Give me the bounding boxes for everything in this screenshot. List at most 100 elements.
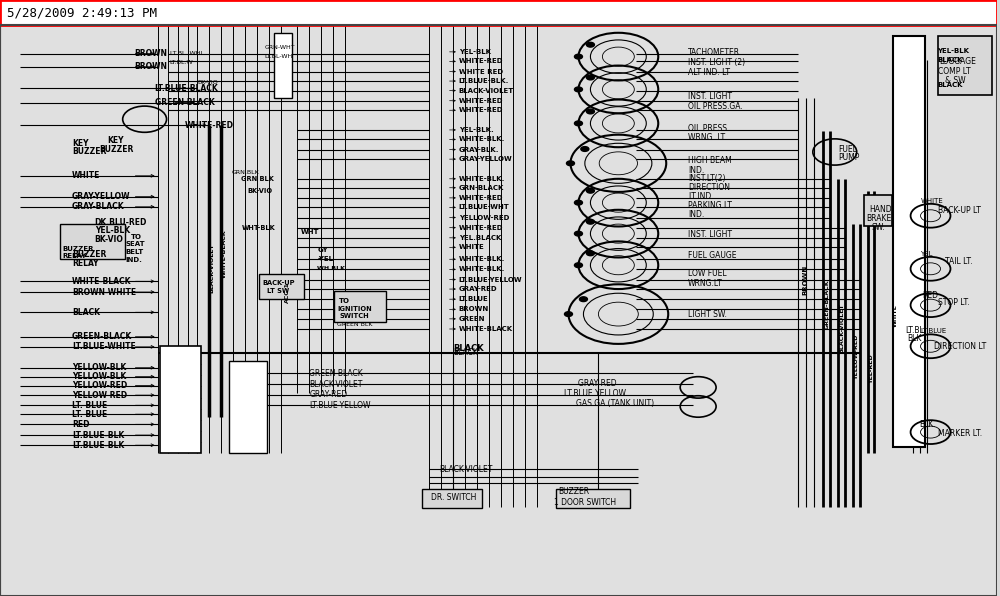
Text: WHITE-BLK.: WHITE-BLK. (459, 266, 505, 272)
Text: BLK: BLK (908, 334, 922, 343)
Circle shape (574, 121, 582, 126)
Text: SW.: SW. (872, 223, 885, 232)
Circle shape (565, 312, 572, 316)
Text: -YEL: -YEL (317, 256, 333, 262)
Text: BUZZER: BUZZER (559, 487, 590, 496)
Bar (0, 0, 997, 25)
Text: BLK.: BLK. (920, 420, 936, 430)
Text: INST.LT(2): INST.LT(2) (688, 174, 726, 184)
Text: GREEN-BLACK: GREEN-BLACK (72, 332, 132, 342)
Text: WH BLK: WH BLK (317, 266, 345, 271)
Text: 1 DOOR SWITCH: 1 DOOR SWITCH (554, 498, 616, 507)
Text: LT.BLUE-BLACK: LT.BLUE-BLACK (155, 83, 218, 93)
Text: RED: RED (72, 420, 89, 429)
Text: YELLOW RED: YELLOW RED (72, 390, 127, 400)
Text: LT.BLUE YELLOW: LT.BLUE YELLOW (564, 389, 626, 398)
Text: LT SW: LT SW (267, 288, 289, 294)
Circle shape (574, 200, 582, 205)
Bar (864, 195, 892, 226)
Text: WHITE-BLACK: WHITE-BLACK (222, 229, 227, 278)
Text: FUEL: FUEL (838, 144, 857, 154)
Text: FUEL GAUGE: FUEL GAUGE (688, 251, 737, 260)
Text: RELAY: RELAY (72, 259, 98, 268)
Text: TO: TO (339, 298, 350, 304)
Text: WHITE-BLK.: WHITE-BLK. (459, 136, 505, 142)
Text: WHITE-BLK.: WHITE-BLK. (459, 256, 505, 262)
Text: WHITE: WHITE (459, 244, 485, 250)
Text: GRAY-YELLOW: GRAY-YELLOW (459, 156, 513, 162)
Text: LT.BLUE-YELLOW: LT.BLUE-YELLOW (309, 401, 371, 410)
Text: GRAY-YELLOW: GRAY-YELLOW (72, 192, 130, 201)
Text: BLACK: BLACK (453, 344, 483, 353)
Text: STOP LT.: STOP LT. (938, 297, 969, 307)
Text: WHT-BLK: WHT-BLK (241, 225, 275, 231)
Text: DK.BLU-RED: DK.BLU-RED (95, 218, 147, 227)
Text: GRAY-RED: GRAY-RED (459, 286, 497, 292)
Text: YEL-BLK: YEL-BLK (938, 48, 970, 54)
Text: LOW FUEL: LOW FUEL (688, 269, 727, 278)
Text: WRNG. LT: WRNG. LT (688, 133, 725, 142)
Text: GRAY-RED: GRAY-RED (309, 390, 347, 399)
Circle shape (581, 147, 589, 151)
Text: WHT: WHT (301, 229, 320, 235)
Text: LT.BLUE-BLK.: LT.BLUE-BLK. (459, 78, 509, 84)
Text: & SW: & SW (945, 76, 966, 85)
Text: YELLOW-BLK: YELLOW-BLK (72, 372, 126, 381)
Text: BLACK-VIOLET: BLACK-VIOLET (459, 88, 514, 94)
Text: GRAY RED: GRAY RED (578, 378, 617, 388)
Text: WHITE-RED: WHITE-RED (185, 120, 234, 130)
Circle shape (586, 75, 594, 80)
Text: SWITCH: SWITCH (339, 313, 369, 319)
Text: GAS GA.(TANK UNIT): GAS GA.(TANK UNIT) (576, 399, 655, 408)
Text: TO: TO (131, 234, 142, 240)
Text: INST. LIGHT: INST. LIGHT (688, 92, 732, 101)
Text: BLACK-VIOLET: BLACK-VIOLET (839, 303, 844, 353)
Text: WHITE-RED: WHITE-RED (459, 58, 503, 64)
Text: BUZZER: BUZZER (72, 147, 106, 157)
Circle shape (574, 54, 582, 59)
Text: YEL-BLK: YEL-BLK (459, 49, 491, 55)
Bar (60, 224, 125, 259)
Text: BK-VIO: BK-VIO (247, 188, 272, 194)
Text: BELT: BELT (126, 249, 144, 255)
Text: YELLOW-RED: YELLOW-RED (72, 381, 127, 390)
Text: YEL-RED: YEL-RED (869, 355, 874, 384)
Bar (259, 274, 304, 299)
Text: OIL PRESS: OIL PRESS (688, 123, 727, 133)
Text: LT.BLUE: LT.BLUE (921, 328, 947, 334)
Text: SEAT: SEAT (126, 241, 145, 247)
Text: DIRECTION: DIRECTION (688, 183, 730, 193)
Text: BLACK: BLACK (72, 308, 100, 317)
Text: IND.: IND. (126, 257, 143, 263)
Bar (229, 361, 267, 453)
Text: GY: GY (317, 247, 328, 253)
Text: GREEN BLACK: GREEN BLACK (309, 368, 363, 378)
Text: BK-VIO: BK-VIO (95, 235, 124, 244)
Text: LT.BLUE-BLK: LT.BLUE-BLK (72, 430, 124, 440)
Bar (893, 36, 925, 447)
Text: GRAY-BLK.: GRAY-BLK. (459, 147, 499, 153)
Text: LUGGAGE: LUGGAGE (940, 57, 976, 67)
Text: WHITE: WHITE (72, 171, 100, 181)
Text: GRN.BLK: GRN.BLK (231, 170, 259, 175)
Text: WHITE-RED: WHITE-RED (459, 98, 503, 104)
Circle shape (586, 109, 594, 114)
Text: LT.BLUE: LT.BLUE (459, 296, 489, 302)
Text: WHITE-RED: WHITE-RED (459, 225, 503, 231)
Text: WHITE RED: WHITE RED (459, 69, 503, 74)
Circle shape (586, 251, 594, 256)
Text: LT.BLUE-YELLOW: LT.BLUE-YELLOW (459, 277, 522, 283)
Text: DR. SWITCH: DR. SWITCH (431, 493, 476, 502)
Text: LT.BLUE-WHITE: LT.BLUE-WHITE (72, 342, 136, 352)
Text: ALT IND. LT: ALT IND. LT (688, 68, 730, 77)
Text: KEY: KEY (72, 138, 88, 148)
Bar (160, 346, 201, 453)
Text: YEL.BLACK: YEL.BLACK (459, 235, 501, 241)
Text: WHITE-BLK.: WHITE-BLK. (459, 176, 505, 182)
Text: WHITE-RED: WHITE-RED (459, 195, 503, 201)
Circle shape (574, 263, 582, 268)
Text: MARKER LT.: MARKER LT. (938, 429, 982, 439)
Text: RED: RED (923, 290, 939, 300)
Text: BUZZER: BUZZER (63, 246, 94, 252)
Text: LT. BLUE: LT. BLUE (72, 409, 107, 419)
